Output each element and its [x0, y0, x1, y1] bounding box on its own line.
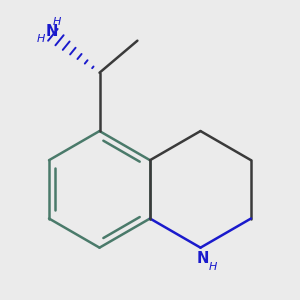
Text: H: H [53, 17, 61, 27]
Text: H: H [209, 262, 218, 272]
Text: N: N [46, 24, 58, 39]
Text: N: N [196, 250, 209, 266]
Text: H: H [37, 34, 45, 44]
